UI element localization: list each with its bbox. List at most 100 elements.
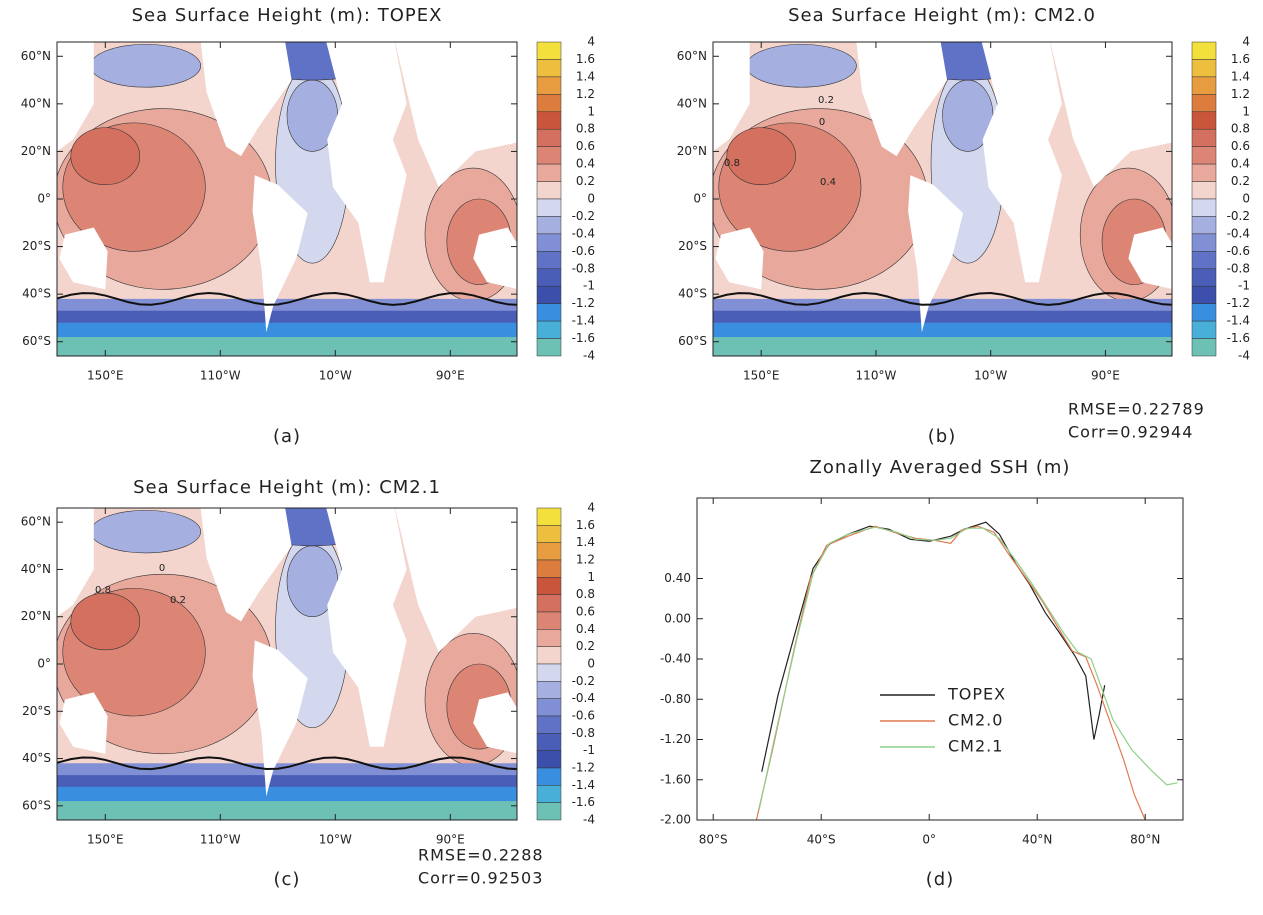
colorbar-label: 0.6 (576, 605, 595, 619)
zero-contour (57, 756, 517, 771)
colorbar-label: 1 (587, 570, 595, 584)
x-tick-label: 90°E (1091, 369, 1120, 383)
map-region (326, 42, 407, 283)
colorbar-label: 0 (1242, 192, 1250, 206)
colorbar-label: -0.2 (572, 674, 595, 688)
y-tick-label: 40°N (21, 96, 51, 110)
colorbar-box (536, 802, 562, 821)
colorbar-label: 1.6 (1231, 52, 1250, 66)
map-region (1050, 42, 1172, 188)
x-tick-label: 10°W (319, 369, 352, 383)
zero-contour (57, 291, 517, 306)
colorbar-box (536, 507, 562, 526)
colorbar-label: 0.6 (576, 139, 595, 153)
colorbar-box (536, 681, 562, 699)
colorbar-box (1191, 338, 1217, 357)
map-region (252, 175, 308, 333)
colorbar-box (536, 646, 562, 665)
series-line (758, 526, 1178, 811)
x-tick-label: 0° (922, 833, 936, 847)
y-tick-label: 40°N (677, 96, 707, 110)
chart-title: Sea Surface Height (m): TOPEX (132, 5, 443, 26)
colorbar-box (536, 611, 562, 630)
colorbar-label: 0.8 (576, 122, 595, 136)
colorbar-label: 1.4 (1231, 69, 1250, 83)
chart-title: Sea Surface Height (m): CM2.1 (133, 477, 441, 498)
x-tick-label: 150°E (87, 833, 124, 847)
map-region (473, 692, 517, 754)
colorbar-box (1191, 216, 1217, 235)
colorbar-label: 1.2 (576, 87, 595, 101)
panel-label: (b) (928, 426, 956, 447)
colorbar-box (536, 338, 562, 357)
chart-title: Zonally Averaged SSH (m) (810, 457, 1071, 478)
x-tick-label: 90°E (436, 833, 465, 847)
map-field (713, 42, 1172, 356)
colorbar-label: 1.6 (576, 518, 595, 532)
y-tick-label: 40°N (21, 562, 51, 576)
colorbar-label: -1.4 (572, 778, 595, 792)
stat-text: RMSE=0.2288 (418, 846, 544, 865)
colorbar-box (536, 198, 562, 217)
y-tick-label: 60°S (22, 334, 51, 348)
colorbar-box (536, 577, 562, 595)
colorbar-box (1191, 251, 1217, 270)
map-region (745, 44, 857, 88)
colorbar-box (536, 251, 562, 270)
x-tick-label: 80°S (699, 833, 728, 847)
colorbar-label: 0.4 (1231, 157, 1250, 171)
colorbar-box (1191, 285, 1217, 304)
colorbar-box (536, 59, 562, 78)
colorbar-label: -0.6 (1227, 244, 1250, 258)
colorbar-label: -0.6 (572, 709, 595, 723)
colorbar-label: 0.6 (1231, 139, 1250, 153)
y-tick-label: 0.40 (664, 571, 691, 585)
y-tick-label: 20°N (21, 144, 51, 158)
colorbar-label: -0.8 (572, 726, 595, 740)
colorbar-label: -1.2 (572, 761, 595, 775)
map-region (200, 42, 292, 157)
map-field (57, 508, 517, 820)
colorbar-box (536, 233, 562, 252)
y-tick-label: 60°N (21, 49, 51, 63)
map-region (57, 508, 94, 617)
contour-label: 0 (159, 563, 165, 574)
map-region (59, 692, 108, 754)
stat-text: Corr=0.92944 (1068, 423, 1193, 442)
y-tick-label: -0.80 (660, 692, 691, 706)
y-tick-label: 0.00 (664, 611, 691, 625)
contour-label: 0.8 (95, 585, 111, 596)
colorbar-box (536, 663, 562, 682)
x-tick-label: 10°W (319, 833, 352, 847)
y-tick-label: 60°S (678, 334, 707, 348)
colorbar-box (536, 525, 562, 543)
colorbar-label: 0.8 (1231, 122, 1250, 136)
colorbar-label: -4 (583, 349, 595, 363)
colorbar-box (536, 181, 562, 200)
y-tick-label: 40°S (22, 751, 51, 765)
zero-contour (713, 291, 1172, 306)
colorbar-label: -4 (1238, 349, 1250, 363)
map-region (395, 42, 517, 188)
map-region (1128, 227, 1172, 289)
x-tick-label: 10°W (974, 369, 1007, 383)
colorbar-label: -1.6 (572, 331, 595, 345)
colorbar-box (536, 285, 562, 304)
colorbar-box (536, 559, 562, 578)
colorbar-box (1191, 268, 1217, 287)
colorbar-box (1191, 233, 1217, 252)
colorbar-label: 0.2 (576, 639, 595, 653)
plot-frame (696, 497, 1184, 821)
stat-text: Corr=0.92503 (418, 869, 543, 888)
panel-label: (d) (926, 869, 954, 890)
map-region (326, 508, 407, 747)
colorbar-box (536, 750, 562, 769)
colorbar-box (536, 163, 562, 182)
colorbar-box (536, 111, 562, 130)
legend-label: CM2.1 (948, 737, 1003, 756)
colorbar-label: -1.2 (572, 296, 595, 310)
x-tick-label: 40°S (807, 833, 836, 847)
map-region (57, 801, 517, 820)
y-tick-label: 0° (37, 657, 51, 671)
colorbar-box (1191, 303, 1217, 322)
